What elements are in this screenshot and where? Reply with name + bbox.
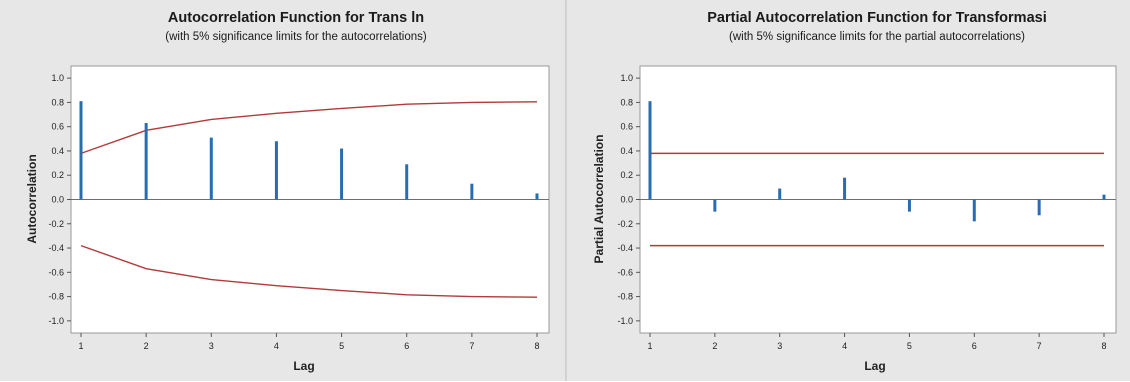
x-tick-label: 7 — [1037, 341, 1042, 351]
y-tick-label: 0.4 — [620, 146, 633, 156]
y-tick-label: -0.4 — [48, 243, 64, 253]
acf-chart-panel: Autocorrelation Function for Trans ln (w… — [0, 0, 566, 381]
x-tick-label: 5 — [907, 341, 912, 351]
correlation-bar — [209, 137, 213, 200]
chart-title: Autocorrelation Function for Trans ln — [168, 10, 424, 26]
correlation-bar — [713, 199, 717, 212]
y-tick-label: 0.2 — [620, 170, 633, 180]
y-tick-label: 0.4 — [51, 146, 64, 156]
y-tick-label: -0.6 — [617, 267, 633, 277]
pacf-chart: Partial Autocorrelation Function for Tra… — [592, 10, 1117, 373]
chart-subtitle: (with 5% significance limits for the aut… — [165, 31, 427, 43]
correlation-bar — [1102, 194, 1106, 200]
correlation-bar — [340, 148, 344, 200]
x-axis-label: Lag — [864, 359, 885, 373]
y-tick-label: 0.8 — [51, 97, 64, 107]
y-tick-label: -0.8 — [48, 292, 64, 302]
upper-significance-limit-line — [80, 101, 538, 155]
x-tick-label: 6 — [404, 341, 409, 351]
x-tick-label: 2 — [144, 341, 149, 351]
y-tick-label: 0.0 — [620, 195, 633, 205]
y-tick-label: -0.8 — [617, 292, 633, 302]
correlation-bar — [648, 101, 652, 200]
x-axis-label: Lag — [293, 359, 314, 373]
x-tick-label: 8 — [534, 341, 539, 351]
x-tick-label: 4 — [274, 341, 279, 351]
y-tick-label: 0.2 — [51, 170, 64, 180]
correlation-bar — [907, 199, 911, 212]
x-tick-label: 3 — [209, 341, 214, 351]
y-tick-label: 1.0 — [51, 73, 64, 83]
x-tick-label: 4 — [842, 341, 847, 351]
y-tick-label: 0.6 — [620, 122, 633, 132]
x-tick-label: 7 — [469, 341, 474, 351]
x-tick-label: 5 — [339, 341, 344, 351]
pacf-chart-panel: Partial Autocorrelation Function for Tra… — [566, 0, 1130, 381]
y-axis-label: Partial Autocorrelation — [592, 135, 606, 264]
correlation-bar — [405, 164, 409, 200]
correlation-bar — [470, 183, 474, 200]
correlation-bar — [972, 199, 976, 222]
y-tick-label: -0.2 — [48, 219, 64, 229]
x-tick-label: 3 — [777, 341, 782, 351]
correlation-bar — [535, 193, 539, 200]
y-tick-label: -0.6 — [48, 267, 64, 277]
chart-title: Partial Autocorrelation Function for Tra… — [707, 10, 1046, 26]
correlation-bar — [778, 188, 782, 200]
chart-subtitle: (with 5% significance limits for the par… — [729, 31, 1025, 43]
x-tick-label: 1 — [78, 341, 83, 351]
x-tick-label: 2 — [712, 341, 717, 351]
y-axis-label: Autocorrelation — [25, 154, 39, 243]
lower-significance-limit-line — [80, 244, 538, 298]
y-tick-label: -1.0 — [617, 316, 633, 326]
y-tick-label: 1.0 — [620, 73, 633, 83]
correlation-bar — [144, 123, 148, 200]
y-tick-label: 0.6 — [51, 122, 64, 132]
correlation-bar — [274, 141, 278, 200]
correlation-bar — [79, 101, 83, 200]
correlation-bar — [843, 177, 847, 200]
y-tick-label: -0.4 — [617, 243, 633, 253]
y-tick-label: -1.0 — [48, 316, 64, 326]
correlation-bar — [1037, 199, 1041, 216]
y-tick-label: 0.0 — [51, 195, 64, 205]
y-tick-label: 0.8 — [620, 97, 633, 107]
x-tick-label: 1 — [647, 341, 652, 351]
acf-chart: Autocorrelation Function for Trans ln (w… — [25, 10, 550, 373]
x-tick-label: 8 — [1101, 341, 1106, 351]
x-tick-label: 6 — [972, 341, 977, 351]
y-tick-label: -0.2 — [617, 219, 633, 229]
